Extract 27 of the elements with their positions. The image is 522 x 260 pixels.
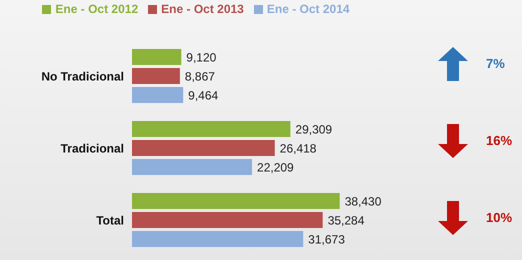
text: 10%: [486, 210, 512, 225]
legend-label: Ene - Oct 2014: [266, 2, 350, 16]
bar: [132, 87, 184, 103]
text: 16%: [486, 133, 512, 148]
bar: [132, 231, 304, 247]
bar: [132, 212, 323, 228]
y-tick-label: No Tradicional: [41, 69, 124, 84]
data-label: 26,418: [280, 141, 317, 156]
data-label: 35,284: [328, 213, 365, 228]
y-tick-label: Tradicional: [60, 141, 124, 156]
legend-label: Ene - Oct 2012: [55, 2, 138, 16]
bar: [132, 140, 275, 156]
data-label: 9,120: [186, 50, 217, 64]
data-label: 38,430: [344, 194, 382, 208]
bar: [132, 68, 180, 84]
bar: [132, 193, 340, 209]
bar: [132, 121, 290, 137]
data-label: 8,867: [184, 69, 216, 84]
data-label: 31,673: [308, 232, 346, 246]
bar: [132, 159, 252, 175]
data-label: 22,209: [257, 160, 294, 174]
legend-label: Ene - Oct 2013: [161, 2, 244, 16]
data-label: 9,464: [188, 88, 219, 102]
bar: [132, 49, 182, 65]
y-tick-label: Total: [96, 213, 124, 228]
text: 7%: [486, 56, 505, 72]
data-label: 29,309: [295, 122, 332, 136]
